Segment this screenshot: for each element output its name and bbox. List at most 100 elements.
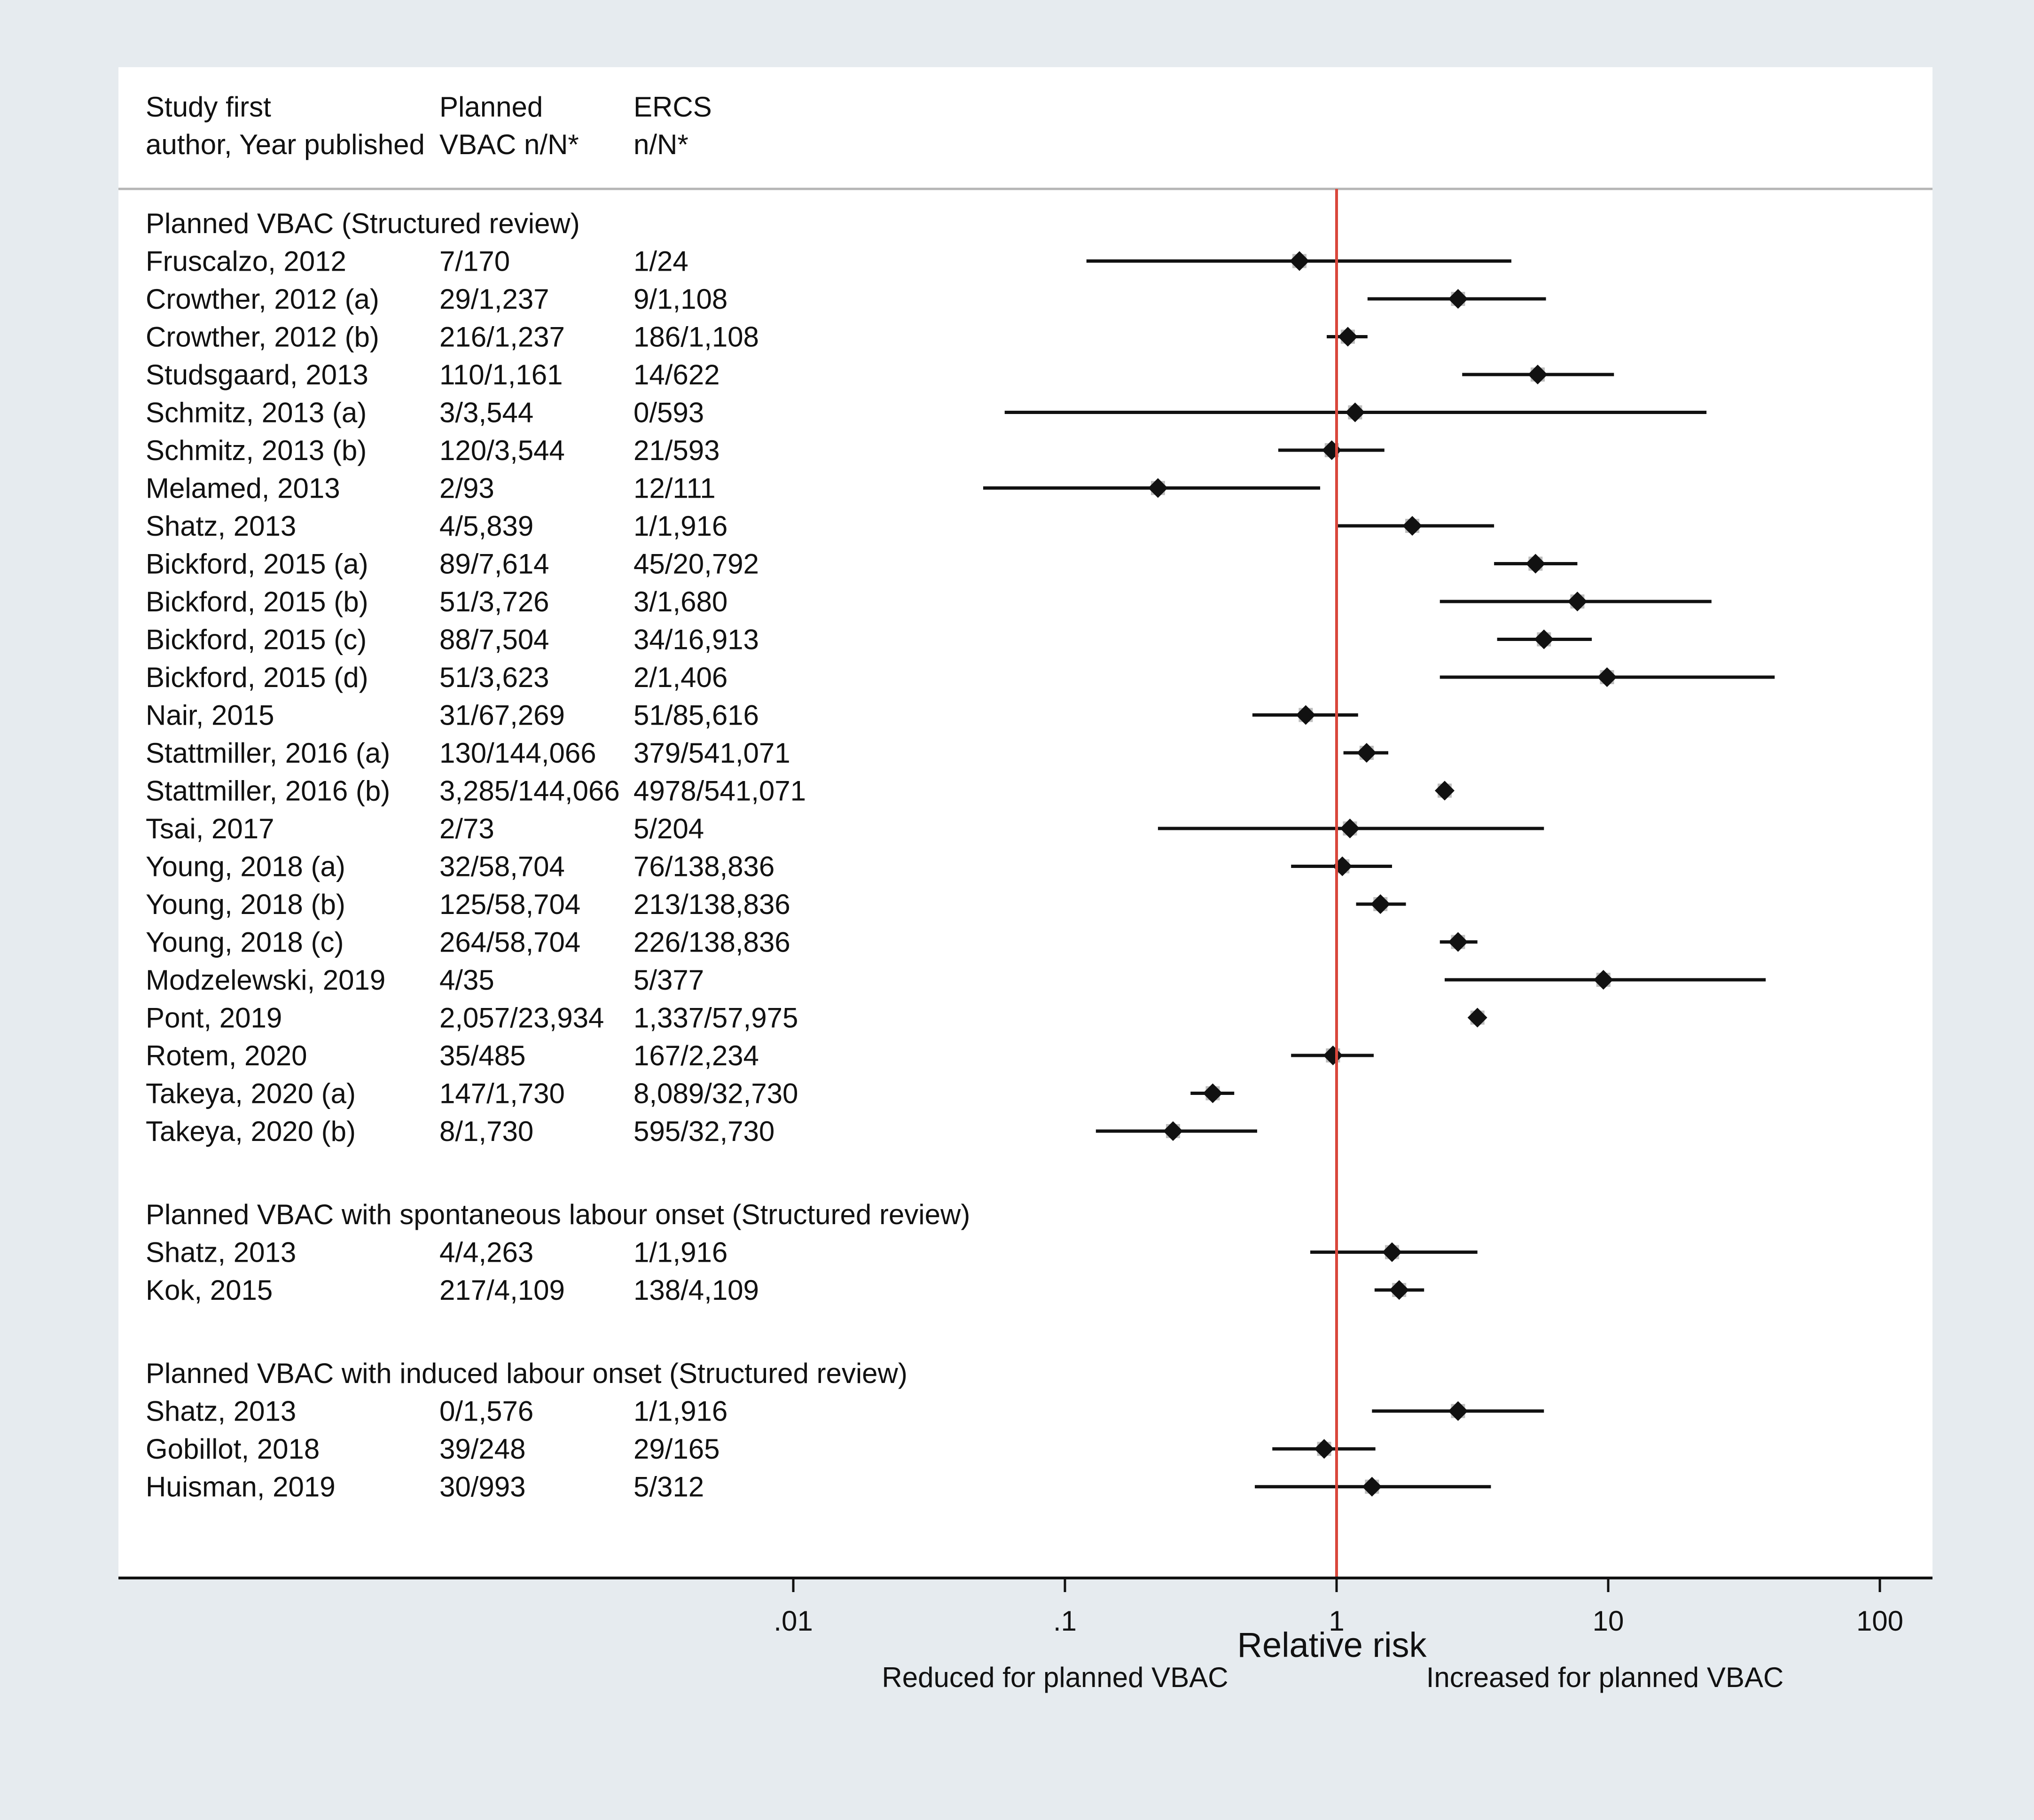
study-label: Shatz, 2013 (146, 1396, 296, 1427)
study-row: Young, 2018 (a) 32/58,704 76/138,836 (146, 851, 1392, 883)
ercs-count: 5/377 (634, 964, 704, 996)
study-row: Huisman, 2019 30/993 5/312 (146, 1471, 1491, 1503)
study-label: Studsgaard, 2013 (146, 359, 368, 391)
point-estimate (1163, 1121, 1183, 1141)
ercs-count: 34/16,913 (634, 624, 759, 656)
header-vbac-line2: VBAC n/N* (439, 129, 579, 160)
study-row: Fruscalzo, 2012 7/170 1/24 (146, 246, 1511, 277)
ercs-count: 0/593 (634, 397, 704, 429)
vbac-count: 2/73 (439, 813, 494, 844)
study-label: Modzelewski, 2019 (146, 964, 385, 996)
point-estimate (1314, 1439, 1334, 1459)
x-tick-label: 1 (1329, 1605, 1344, 1637)
vbac-count: 8/1,730 (439, 1116, 533, 1147)
ercs-count: 4978/541,071 (634, 775, 806, 807)
study-label: Shatz, 2013 (146, 1237, 296, 1268)
ercs-count: 1,337/57,975 (634, 1002, 798, 1034)
x-tick-label: 10 (1593, 1605, 1624, 1637)
point-estimate (1338, 327, 1358, 347)
study-label: Young, 2018 (c) (146, 927, 344, 958)
ercs-count: 226/138,836 (634, 927, 790, 958)
study-row: Shatz, 2013 0/1,576 1/1,916 (146, 1396, 1544, 1427)
ercs-count: 5/204 (634, 813, 704, 844)
study-label: Stattmiller, 2016 (b) (146, 775, 390, 807)
ercs-count: 379/541,071 (634, 737, 790, 769)
study-row: Pont, 2019 2,057/23,934 1,337/57,975 (146, 1002, 1487, 1034)
point-estimate (1296, 705, 1316, 725)
ercs-count: 595/32,730 (634, 1116, 774, 1147)
vbac-count: 216/1,237 (439, 321, 565, 353)
ercs-count: 167/2,234 (634, 1040, 759, 1071)
ercs-count: 213/138,836 (634, 889, 790, 920)
point-estimate (1370, 894, 1391, 914)
study-label: Crowther, 2012 (a) (146, 283, 379, 315)
plot-panel (118, 67, 1932, 1578)
vbac-count: 29/1,237 (439, 283, 549, 315)
study-label: Bickford, 2015 (a) (146, 548, 368, 580)
ercs-count: 14/622 (634, 359, 720, 391)
point-estimate (1526, 554, 1546, 574)
study-row: Tsai, 2017 2/73 5/204 (146, 813, 1544, 844)
x-axis-ticks: .01 .1 1 10 100 (774, 1578, 1903, 1637)
study-label: Takeya, 2020 (a) (146, 1078, 356, 1109)
vbac-count: 4/4,263 (439, 1237, 533, 1268)
ercs-count: 138/4,109 (634, 1274, 759, 1306)
study-row: Bickford, 2015 (b) 51/3,726 3/1,680 (146, 586, 1712, 617)
point-estimate (1597, 667, 1617, 687)
point-estimate (1402, 516, 1423, 536)
study-label: Kok, 2015 (146, 1274, 273, 1306)
study-label: Young, 2018 (a) (146, 851, 345, 883)
point-estimate (1593, 970, 1613, 990)
vbac-count: 3,285/144,066 (439, 775, 620, 807)
point-estimate (1448, 289, 1468, 309)
study-label: Schmitz, 2013 (a) (146, 397, 367, 429)
study-label: Rotem, 2020 (146, 1040, 307, 1071)
point-estimate (1203, 1083, 1223, 1103)
vbac-count: 89/7,614 (439, 548, 549, 580)
ercs-count: 1/1,916 (634, 1396, 728, 1427)
study-row: Nair, 2015 31/67,269 51/85,616 (146, 700, 1358, 731)
ercs-count: 45/20,792 (634, 548, 759, 580)
vbac-count: 120/3,544 (439, 435, 565, 466)
point-estimate (1389, 1280, 1409, 1300)
study-row: Shatz, 2013 4/4,263 1/1,916 (146, 1237, 1478, 1268)
ercs-count: 12/111 (634, 473, 716, 504)
vbac-count: 3/3,544 (439, 397, 533, 429)
study-label: Bickford, 2015 (b) (146, 586, 368, 617)
point-estimate (1527, 365, 1548, 384)
vbac-count: 4/5,839 (439, 510, 533, 542)
study-row: Shatz, 2013 4/5,839 1/1,916 (146, 510, 1494, 542)
point-estimate (1567, 592, 1588, 611)
x-tick-label: 100 (1856, 1605, 1903, 1637)
vbac-count: 32/58,704 (439, 851, 565, 883)
study-label: Schmitz, 2013 (b) (146, 435, 367, 466)
point-estimate (1534, 629, 1554, 649)
study-label: Stattmiller, 2016 (a) (146, 737, 390, 769)
vbac-count: 39/248 (439, 1433, 526, 1465)
ercs-count: 1/24 (634, 246, 688, 277)
study-row: Rotem, 2020 35/485 167/2,234 (146, 1040, 1374, 1071)
point-estimate (1340, 819, 1360, 838)
increased-note: Increased for planned VBAC (1426, 1662, 1784, 1693)
study-label: Takeya, 2020 (b) (146, 1116, 356, 1147)
vbac-count: 88/7,504 (439, 624, 549, 656)
vbac-count: 51/3,726 (439, 586, 549, 617)
vbac-count: 264/58,704 (439, 927, 580, 958)
reduced-note: Reduced for planned VBAC (882, 1662, 1228, 1693)
point-estimate (1148, 478, 1168, 498)
point-estimate (1467, 1008, 1487, 1028)
study-label: Pont, 2019 (146, 1002, 282, 1034)
vbac-count: 35/485 (439, 1040, 526, 1071)
x-axis-label: Relative risk (1237, 1625, 1427, 1664)
study-row: Bickford, 2015 (d) 51/3,623 2/1,406 (146, 662, 1775, 693)
study-label: Huisman, 2019 (146, 1471, 336, 1503)
study-row: Stattmiller, 2016 (a) 130/144,066 379/541,… (146, 737, 1389, 769)
ercs-count: 51/85,616 (634, 700, 759, 731)
header-vbac-line1: Planned (439, 91, 543, 123)
study-row: Modzelewski, 2019 4/35 5/377 (146, 964, 1766, 996)
header-ercs-line1: ERCS (634, 91, 712, 123)
study-row: Takeya, 2020 (a) 147/1,730 8,089/32,730 (146, 1078, 1235, 1109)
point-estimate (1362, 1476, 1382, 1497)
vbac-count: 110/1,161 (439, 359, 563, 391)
ercs-count: 3/1,680 (634, 586, 728, 617)
